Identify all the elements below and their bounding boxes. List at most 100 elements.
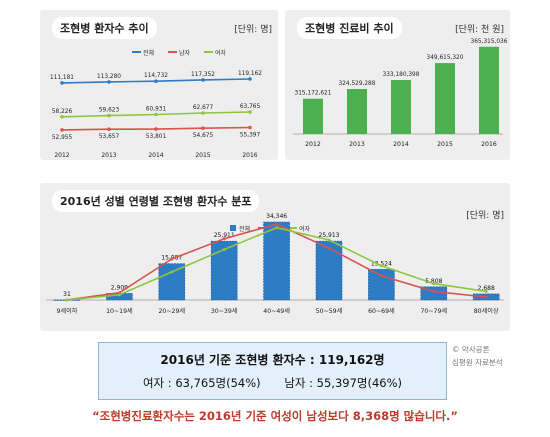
bar-2016 — [479, 46, 499, 134]
series-point-2-1 — [107, 113, 111, 118]
series-point-1-3 — [201, 126, 205, 130]
series-point-2-1 — [117, 293, 121, 297]
summary-gender: 여자 : 63,765명(54%) 남자 : 55,397명(46%) — [99, 375, 446, 391]
data-label-0-1: 113,280 — [97, 74, 121, 80]
series-point-0-2 — [154, 79, 158, 83]
x-tick-label-1: 10~19세 — [106, 307, 133, 315]
data-label-0-4: 119,162 — [238, 71, 262, 77]
series-point-1-4 — [275, 222, 279, 226]
series-point-2-0 — [65, 298, 69, 302]
data-label-1-3: 54,675 — [193, 133, 214, 139]
series-point-2-3 — [201, 111, 205, 115]
series-point-2-2 — [154, 112, 158, 117]
x-tick-label-0: 9세이하 — [56, 307, 77, 315]
age-distribution-chart: 전체남자여자319세이하2,90910~19세15,98720~29세25,91… — [46, 213, 504, 315]
x-tick-label-2: 2014 — [393, 141, 409, 148]
x-tick-label-3: 2015 — [195, 152, 210, 159]
data-label-0-0: 111,181 — [50, 75, 74, 81]
bar-value-label-1: 324,529,288 — [339, 81, 376, 87]
summary-box: 2016년 기준 조현병 환자수 : 119,162명 여자 : 63,765명… — [98, 342, 447, 400]
data-label-1-1: 53,657 — [99, 134, 120, 140]
x-tick-label-2: 20~29세 — [158, 307, 185, 315]
series-point-1-4 — [248, 125, 252, 130]
series-point-1-1 — [117, 291, 121, 295]
bar-value-label-0: 315,172,621 — [295, 91, 332, 97]
data-label-1-2: 53,801 — [146, 134, 167, 140]
x-tick-label-4: 40~49세 — [263, 307, 290, 315]
data-label-2-1: 59,623 — [99, 108, 120, 114]
series-point-1-0 — [60, 128, 64, 132]
age-distribution-title: 2016년 성별 연령별 조현병 환자수 분포 — [52, 190, 260, 212]
bar-value-label-0: 31 — [63, 291, 71, 298]
x-tick-label-8: 80세이상 — [474, 307, 499, 315]
legend-label-0: 전체 — [143, 49, 154, 57]
bar-value-label-6: 13,524 — [371, 260, 392, 267]
bar-20~29세 — [158, 263, 186, 301]
series-point-1-3 — [222, 237, 226, 241]
bar-value-label-7: 5,808 — [425, 278, 442, 285]
series-point-0-4 — [248, 77, 252, 81]
patient-trend-title: 조현병 환자수 추이 — [52, 17, 157, 39]
legend-label-2: 여자 — [215, 49, 227, 57]
x-tick-label-0: 2012 — [54, 152, 69, 159]
x-tick-label-1: 2013 — [349, 141, 365, 148]
age-distribution-panel: 2016년 성별 연령별 조현병 환자수 분포 [단위: 명] 전체남자여자31… — [40, 183, 510, 331]
x-tick-label-1: 2013 — [101, 152, 116, 159]
x-tick-label-4: 2016 — [242, 152, 257, 159]
bar-2014 — [391, 80, 411, 134]
summary-female: 여자 : 63,765명(54%) — [142, 376, 261, 390]
series-point-1-5 — [327, 246, 331, 250]
cost-trend-title: 조현병 진료비 추이 — [297, 17, 402, 39]
bar-value-label-3: 25,911 — [214, 232, 235, 239]
series-point-2-8 — [484, 289, 488, 293]
x-tick-label-0: 2012 — [305, 141, 321, 148]
series-point-0-3 — [201, 78, 205, 82]
bar-value-label-1: 2,909 — [111, 284, 128, 291]
bar-40~49세 — [263, 221, 290, 301]
x-tick-label-6: 60~69세 — [368, 307, 395, 315]
series-point-2-3 — [222, 248, 226, 251]
bar-value-label-5: 25,913 — [319, 232, 340, 239]
bar-2015 — [435, 63, 455, 134]
x-tick-label-7: 70~79세 — [420, 307, 447, 315]
bar-value-label-2: 333,180,398 — [383, 72, 420, 78]
series-point-2-2 — [170, 270, 174, 274]
data-label-2-0: 58,226 — [52, 109, 73, 115]
summary-total: 2016년 기준 조현병 환자수 : 119,162명 — [160, 353, 385, 367]
x-tick-label-2: 2014 — [148, 152, 163, 159]
legend-label-2: 여자 — [299, 225, 311, 233]
data-label-1-0: 52,955 — [52, 135, 73, 141]
age-distribution-unit: [단위: 명] — [466, 211, 504, 221]
legend-swatch-0 — [230, 225, 236, 231]
data-label-1-4: 55,397 — [240, 133, 261, 139]
data-label-2-3: 62,677 — [193, 105, 214, 111]
bar-50~59세 — [315, 240, 343, 301]
series-point-2-4 — [275, 226, 279, 230]
legend-label-0: 전체 — [239, 225, 250, 233]
data-label-0-3: 117,352 — [191, 72, 215, 78]
series-point-0-0 — [60, 81, 64, 85]
data-label-0-2: 114,732 — [144, 73, 168, 79]
bar-value-label-3: 349,615,320 — [427, 55, 464, 61]
series-point-2-4 — [248, 110, 252, 114]
patient-trend-panel: 조현병 환자수 추이 [단위: 명] 전체 남자 여자 111,181 113,280 1… — [40, 10, 278, 160]
x-tick-label-4: 2016 — [481, 141, 497, 148]
bar-value-label-8: 2,688 — [478, 285, 495, 292]
bar-value-label-4: 365,315,036 — [471, 39, 508, 45]
series-point-1-8 — [484, 295, 488, 299]
series-point-1-6 — [379, 274, 383, 278]
patient-trend-chart: 전체 남자 여자 111,181 113,280 114,732 117,352 119,16… — [50, 49, 262, 159]
bar-2013 — [347, 89, 367, 134]
cost-trend-chart: 315,172,621 2012 324,529,288 2013 333,180,39… — [293, 39, 508, 148]
series-point-2-0 — [60, 115, 64, 119]
bar-60~69세 — [368, 269, 395, 301]
conclusion-quote: “조현병진료환자수는 2016년 기준 여성이 남성보다 8,368명 많습니다… — [92, 409, 458, 423]
data-label-2-2: 60,931 — [146, 107, 167, 113]
bar-2012 — [303, 98, 323, 134]
series-point-1-7 — [432, 289, 436, 293]
series-point-2-7 — [432, 282, 436, 286]
series-point-0-1 — [107, 80, 111, 84]
x-tick-label-5: 50~59세 — [316, 307, 343, 315]
series-point-2-6 — [379, 264, 383, 268]
cost-trend-unit: [단위: 천 원] — [455, 25, 504, 35]
